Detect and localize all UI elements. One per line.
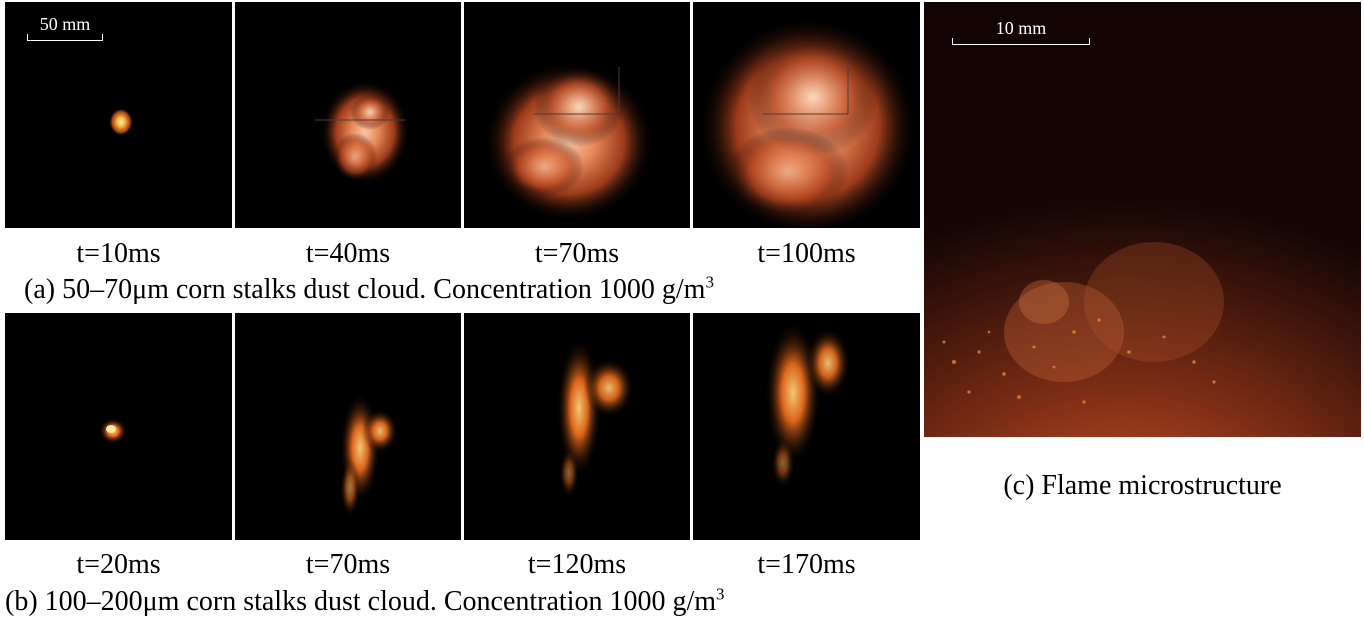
flame-image-a-70ms bbox=[464, 2, 690, 228]
time-label-a2: t=40ms bbox=[305, 238, 391, 269]
time-label-a4: t=100ms bbox=[757, 238, 856, 269]
flame-image-a-40ms bbox=[235, 2, 461, 228]
scale-bar-10mm: 10 mm bbox=[952, 18, 1090, 48]
flame-microstructure-image: 10 mm bbox=[924, 2, 1361, 437]
time-label-a3: t=70ms bbox=[534, 238, 620, 269]
time-label-b2: t=70ms bbox=[305, 549, 391, 580]
time-label-b4: t=170ms bbox=[757, 549, 856, 580]
flame-image-b-70ms bbox=[235, 313, 461, 540]
panel-c-caption: (c) Flame microstructure bbox=[1003, 470, 1282, 501]
panel-b-caption: (b) 100–200μm corn stalks dust cloud. Co… bbox=[5, 584, 725, 617]
time-label-b1: t=20ms bbox=[76, 549, 161, 580]
flame-image-a-100ms bbox=[693, 2, 920, 228]
flame-image-b-170ms bbox=[693, 313, 920, 540]
time-label-a1: t=10ms bbox=[76, 238, 161, 269]
panel-a-caption: (a) 50–70μm corn stalks dust cloud. Conc… bbox=[24, 272, 714, 305]
time-label-b3: t=120ms bbox=[527, 549, 627, 580]
flame-image-a-10ms: 50 mm bbox=[5, 2, 232, 228]
flame-image-b-120ms bbox=[464, 313, 690, 540]
scale-bar-50mm: 50 mm bbox=[27, 14, 103, 44]
flame-image-b-20ms bbox=[5, 313, 232, 540]
